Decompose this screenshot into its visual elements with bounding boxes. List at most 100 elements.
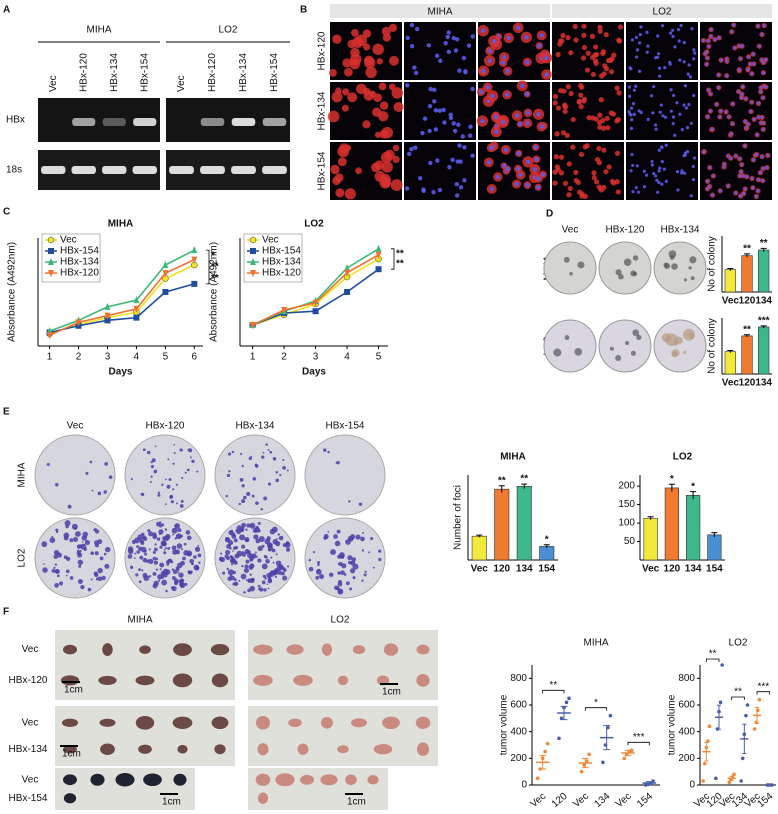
- colony: [636, 334, 642, 340]
- cell: [327, 110, 340, 123]
- focus: [194, 546, 201, 552]
- cell: [593, 116, 599, 122]
- cell: [597, 24, 603, 30]
- focus: [159, 545, 163, 549]
- y-axis-label: tumor volume: [667, 694, 678, 755]
- gel-row-label: HBx: [6, 115, 25, 126]
- focus: [99, 556, 104, 561]
- cell: [593, 51, 600, 58]
- column-label: MIHA: [128, 615, 153, 626]
- colony: [683, 328, 695, 341]
- cell: [379, 101, 389, 110]
- cell: [598, 97, 604, 103]
- bar: [741, 335, 753, 375]
- focus: [241, 526, 245, 530]
- cell: [578, 92, 584, 98]
- focus: [149, 481, 152, 483]
- significance-bracket: [705, 658, 720, 662]
- focus: [226, 567, 229, 571]
- tumor: [139, 645, 151, 654]
- column-label: HBx-120: [146, 421, 185, 432]
- marker: [191, 256, 198, 264]
- nucleus: [406, 151, 412, 157]
- cell: [344, 67, 353, 77]
- focus: [170, 500, 174, 504]
- focus: [255, 501, 259, 505]
- focus: [55, 528, 59, 532]
- nucleus: [764, 58, 768, 62]
- marker: [48, 270, 54, 277]
- nucleus: [642, 169, 646, 173]
- scale-bar-label: 1cm: [64, 685, 83, 696]
- error-bar: [543, 544, 550, 549]
- x-tick-label: 154: [706, 564, 723, 575]
- x-tick-label: 1: [250, 352, 256, 363]
- focus: [63, 532, 70, 539]
- focus: [154, 547, 158, 552]
- focus: [244, 564, 249, 569]
- nucleus: [634, 55, 639, 59]
- focus: [54, 569, 59, 574]
- nucleus: [727, 115, 731, 119]
- focus: [84, 539, 91, 546]
- focus: [80, 584, 85, 590]
- cell: [578, 104, 584, 110]
- focus: [245, 579, 248, 581]
- nucleus: [412, 65, 417, 70]
- error-bar: [690, 491, 697, 500]
- focus: [79, 549, 82, 552]
- tumor: [138, 744, 152, 754]
- nucleus: [692, 93, 696, 98]
- nucleus: [414, 26, 420, 32]
- lane-label: HBx-120: [78, 53, 89, 92]
- y-axis-label: Absorbance (A492nm): [7, 242, 18, 342]
- gel-group-label: LO2: [219, 25, 238, 36]
- focus: [368, 551, 371, 554]
- nucleus: [688, 75, 693, 79]
- focus: [265, 559, 270, 564]
- focus: [176, 502, 178, 505]
- focus: [159, 568, 162, 571]
- nucleus: [428, 160, 433, 166]
- cell: [362, 29, 372, 38]
- nucleus: [453, 48, 459, 53]
- y-axis-label: tumor volume: [499, 694, 510, 755]
- nucleus: [752, 62, 756, 66]
- nucleus: [631, 163, 635, 168]
- data-point: [702, 761, 707, 766]
- focus: [158, 579, 161, 582]
- data-point: [564, 700, 569, 705]
- nucleus: [460, 134, 465, 139]
- focus: [347, 535, 354, 542]
- focus: [235, 529, 239, 533]
- lane-label: HBx-120: [207, 53, 218, 92]
- tumor: [173, 773, 187, 786]
- focus: [247, 578, 252, 583]
- nucleus: [427, 103, 433, 109]
- nucleus: [658, 74, 662, 78]
- focus: [177, 571, 180, 574]
- data-point: [629, 748, 634, 753]
- nucleus: [478, 89, 484, 95]
- tumor: [352, 645, 366, 655]
- focus: [323, 448, 327, 452]
- nucleus: [487, 48, 493, 54]
- focus: [358, 502, 363, 506]
- nucleus: [539, 33, 544, 38]
- nucleus: [708, 109, 713, 113]
- cell: [554, 131, 560, 137]
- focus: [139, 555, 144, 560]
- focus: [248, 564, 254, 570]
- cell: [606, 164, 612, 170]
- nucleus: [652, 171, 656, 176]
- marker: [375, 266, 382, 273]
- focus: [347, 555, 353, 561]
- cell: [381, 26, 391, 36]
- plate: [598, 319, 652, 373]
- bar: [741, 255, 753, 293]
- lane-label: HBx-154: [269, 53, 280, 92]
- cell: [567, 185, 573, 192]
- panel-letter: D: [546, 209, 553, 220]
- focus: [159, 562, 165, 568]
- x-tick-label: 1: [47, 352, 53, 363]
